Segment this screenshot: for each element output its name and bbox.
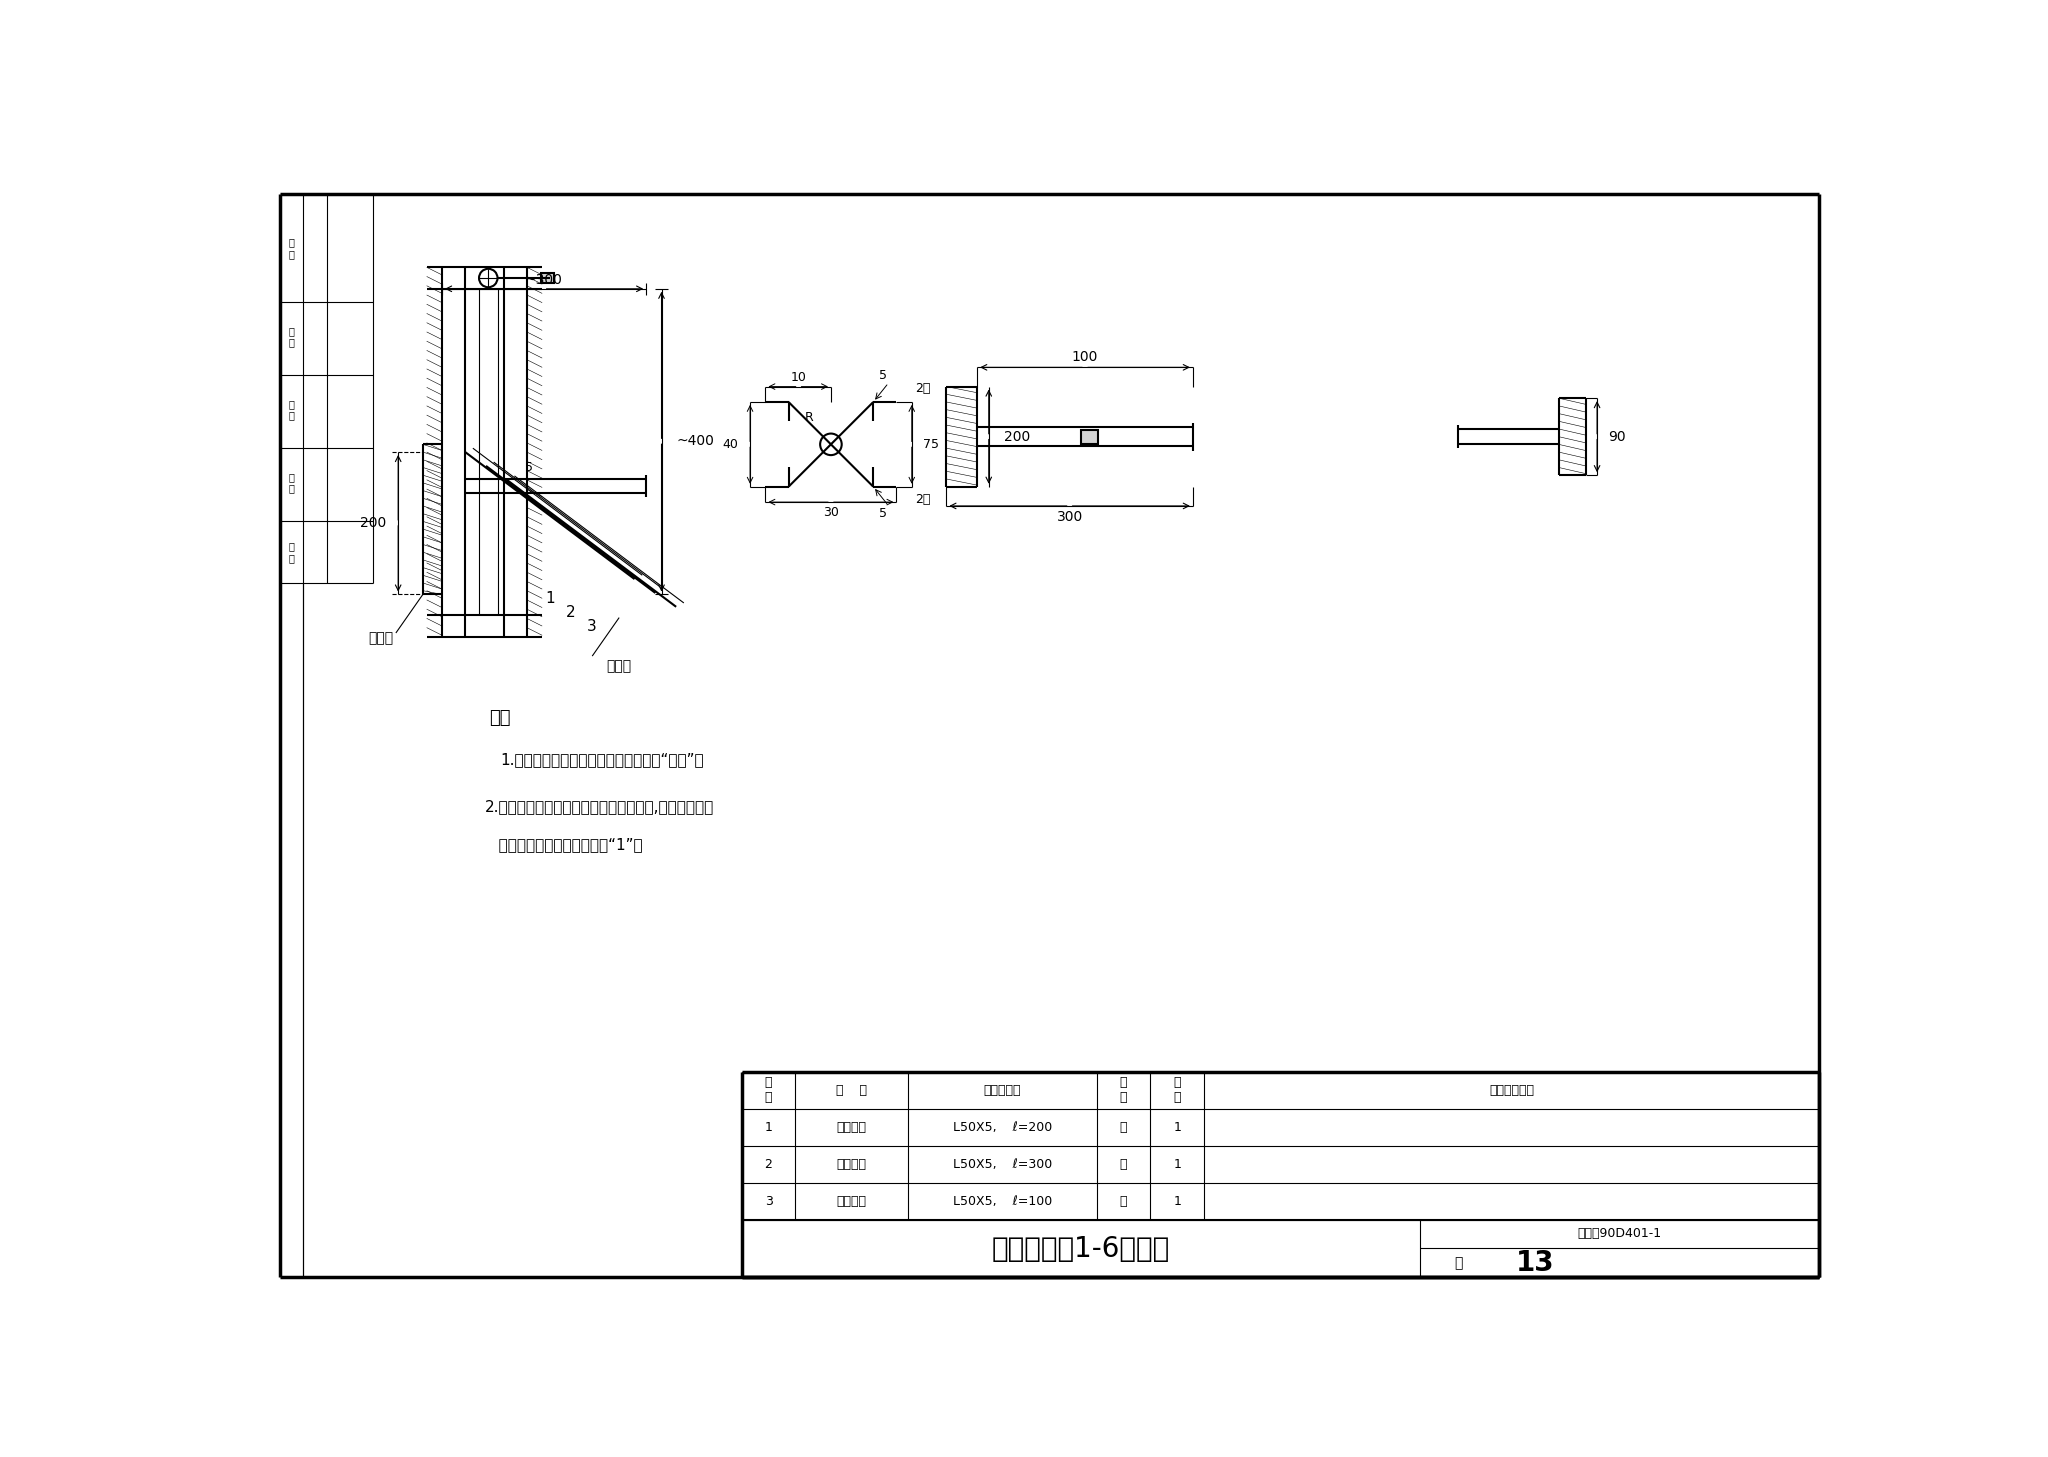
Text: 图号或标准号: 图号或标准号 <box>1489 1084 1534 1097</box>
Text: 梁上的加劲肋代替支架构件“1”。: 梁上的加劲肋代替支架构件“1”。 <box>485 838 643 852</box>
Text: 100: 100 <box>1071 350 1098 364</box>
Text: 说明: 说明 <box>489 708 510 727</box>
Text: 1: 1 <box>1174 1195 1182 1208</box>
Text: 安全滑触线1-6型支架: 安全滑触线1-6型支架 <box>991 1234 1169 1263</box>
Text: 支架构件: 支架构件 <box>836 1158 866 1171</box>
Text: L50X5,    ℓ=300: L50X5, ℓ=300 <box>952 1158 1053 1171</box>
Text: 1: 1 <box>1174 1120 1182 1134</box>
Text: 单
位: 单 位 <box>1120 1077 1126 1104</box>
Text: ~300: ~300 <box>524 272 563 287</box>
Bar <box>541 272 555 284</box>
Text: 1: 1 <box>1174 1158 1182 1171</box>
Text: 3: 3 <box>586 619 596 634</box>
Text: 300: 300 <box>1057 510 1083 525</box>
Text: ~400: ~400 <box>678 434 715 449</box>
Text: 5: 5 <box>879 507 887 520</box>
Text: 数
量: 数 量 <box>1174 1077 1182 1104</box>
Text: 1: 1 <box>545 592 555 606</box>
Text: 支架构件: 支架构件 <box>836 1195 866 1208</box>
Bar <box>1081 430 1098 443</box>
Text: 5: 5 <box>879 369 887 382</box>
Text: 编
号: 编 号 <box>764 1077 772 1104</box>
Text: 2: 2 <box>565 605 575 619</box>
Text: 型号及规格: 型号及规格 <box>983 1084 1022 1097</box>
Text: 2处: 2处 <box>915 494 932 506</box>
Text: 3: 3 <box>764 1195 772 1208</box>
Text: 名    称: 名 称 <box>836 1084 866 1097</box>
Text: 校
对: 校 对 <box>289 326 295 347</box>
Text: 1: 1 <box>764 1120 772 1134</box>
Text: 根: 根 <box>1120 1158 1126 1171</box>
Text: 90: 90 <box>1608 430 1626 443</box>
Text: 200: 200 <box>1004 430 1030 443</box>
Text: 设
计: 设 计 <box>289 237 295 259</box>
Text: 40: 40 <box>723 439 739 450</box>
Text: 10: 10 <box>791 372 807 383</box>
Text: 滑触线: 滑触线 <box>606 659 631 673</box>
Text: 制
图: 制 图 <box>289 399 295 421</box>
Text: L50X5,    ℓ=100: L50X5, ℓ=100 <box>952 1195 1053 1208</box>
Text: 5: 5 <box>524 460 532 474</box>
Text: 13: 13 <box>1516 1249 1554 1276</box>
Text: 根: 根 <box>1120 1120 1126 1134</box>
Text: 根: 根 <box>1120 1195 1126 1208</box>
Text: L50X5,    ℓ=200: L50X5, ℓ=200 <box>952 1120 1053 1134</box>
Text: 2: 2 <box>764 1158 772 1171</box>
Text: 200: 200 <box>360 516 385 530</box>
Text: 支架构件: 支架构件 <box>836 1120 866 1134</box>
Text: 页: 页 <box>1454 1256 1462 1271</box>
Text: R: R <box>805 411 813 424</box>
Text: 2.在满足支架距离不超过允许值的条件下,宜尽量利用钉: 2.在满足支架距离不超过允许值的条件下,宜尽量利用钉 <box>485 798 713 814</box>
Text: 图集号90D401-1: 图集号90D401-1 <box>1577 1227 1661 1240</box>
Text: 75: 75 <box>924 439 940 450</box>
Text: 1.本图用于多线式安全滑触线在钉梁上“側装”。: 1.本图用于多线式安全滑触线在钉梁上“側装”。 <box>500 752 702 768</box>
Text: 30: 30 <box>823 506 840 519</box>
Text: 审
核: 审 核 <box>289 472 295 494</box>
Text: 加劲肋: 加劲肋 <box>369 631 393 645</box>
Text: 批
准: 批 准 <box>289 542 295 562</box>
Text: 2处: 2处 <box>915 382 932 395</box>
